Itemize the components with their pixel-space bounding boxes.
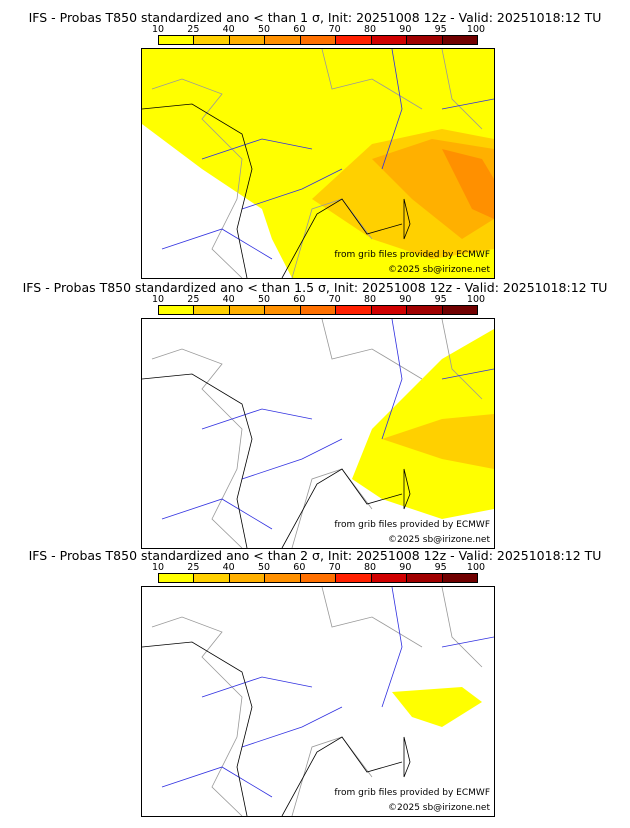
colorbar-tick: 60 [293,24,306,35]
coastline [142,103,411,278]
rivers [161,319,494,530]
colorbar-tick: 95 [434,24,447,35]
panel-title: IFS - Probas T850 standardized ano < tha… [22,280,608,295]
colorbar-tick: 90 [399,562,412,573]
map-canvas [142,49,494,278]
colorbar-ticks: 10 25 40 50 60 70 80 90 95 100 [152,24,485,35]
colorbar-tick: 60 [293,562,306,573]
colorbar-bin [442,574,477,582]
colorbar-tick: 25 [187,24,200,35]
colorbar-tick: 60 [293,294,306,305]
colorbar-tick: 25 [187,294,200,305]
source-credit: from grib files provided by ECMWF [334,250,490,260]
rivers [161,587,494,798]
colorbar-tick: 40 [222,294,235,305]
colorbar-tick: 40 [222,562,235,573]
colorbar-bin [265,306,301,314]
colorbar-bin [371,574,408,582]
colorbar-bin [336,306,372,314]
probability-map: from grib files provided by ECMWF ©2025 … [141,586,495,817]
copyright-credit: ©2025 sb@irizone.net [388,265,490,275]
border-lines [151,319,483,548]
colorbar-bin [336,574,372,582]
colorbar-bin [194,36,230,44]
colorbar-tick: 90 [399,24,412,35]
colorbar-tick: 50 [257,562,271,573]
colorbar-bin [265,574,301,582]
colorbar-bin [300,306,337,314]
colorbar-bin [300,36,337,44]
coastline [142,373,411,548]
colorbar-bin [159,36,195,44]
colorbar-bin [442,36,477,44]
colorbar-tick: 90 [399,294,412,305]
colorbar-tick: 50 [257,294,271,305]
colorbar-bin [407,36,443,44]
colorbar [158,573,478,583]
colorbar-tick: 70 [328,294,341,305]
colorbar-bin [371,36,408,44]
colorbar-ticks: 10 25 40 50 60 70 80 90 95 100 [152,562,485,573]
colorbar-tick: 80 [363,562,377,573]
colorbar-bin [407,306,443,314]
colorbar-tick: 80 [363,294,377,305]
colorbar-tick: 10 [151,294,165,305]
copyright-credit: ©2025 sb@irizone.net [388,803,490,813]
border-lines [151,49,483,278]
colorbar-tick: 95 [434,562,447,573]
colorbar-bin [229,574,266,582]
probability-area [382,414,494,469]
colorbar-tick: 70 [328,24,341,35]
probability-map: from grib files provided by ECMWF ©2025 … [141,318,495,549]
colorbar-ticks: 10 25 40 50 60 70 80 90 95 100 [152,294,485,305]
colorbar-tick: 40 [222,24,235,35]
panel-title: IFS - Probas T850 standardized ano < tha… [28,10,602,25]
colorbar-bin [194,574,230,582]
colorbar [158,35,478,45]
colorbar-tick: 70 [328,562,341,573]
colorbar-bin [300,574,337,582]
colorbar-bin [442,306,477,314]
source-credit: from grib files provided by ECMWF [334,520,490,530]
colorbar [158,305,478,315]
probability-area [392,687,482,727]
colorbar-bin [159,574,195,582]
colorbar-tick: 10 [151,562,165,573]
colorbar-tick: 25 [187,562,200,573]
colorbar-bin [229,306,266,314]
colorbar-tick: 100 [466,562,486,573]
probability-area [442,149,494,219]
colorbar-tick: 80 [363,24,377,35]
border-lines [151,587,483,816]
coastline [142,641,411,816]
map-canvas [142,587,494,816]
panel-title: IFS - Probas T850 standardized ano < tha… [28,548,602,563]
map-canvas [142,319,494,548]
source-credit: from grib files provided by ECMWF [334,788,490,798]
colorbar-bin [229,36,266,44]
colorbar-bin [407,574,443,582]
colorbar-tick: 100 [466,294,486,305]
colorbar-tick: 95 [434,294,447,305]
colorbar-bin [159,306,195,314]
colorbar-bin [336,36,372,44]
copyright-credit: ©2025 sb@irizone.net [388,535,490,545]
colorbar-tick: 10 [151,24,165,35]
colorbar-bin [371,306,408,314]
colorbar-bin [194,306,230,314]
colorbar-bin [265,36,301,44]
colorbar-tick: 50 [257,24,271,35]
probability-area [352,329,494,519]
probability-map: from grib files provided by ECMWF ©2025 … [141,48,495,279]
colorbar-tick: 100 [466,24,486,35]
rivers [161,49,494,260]
